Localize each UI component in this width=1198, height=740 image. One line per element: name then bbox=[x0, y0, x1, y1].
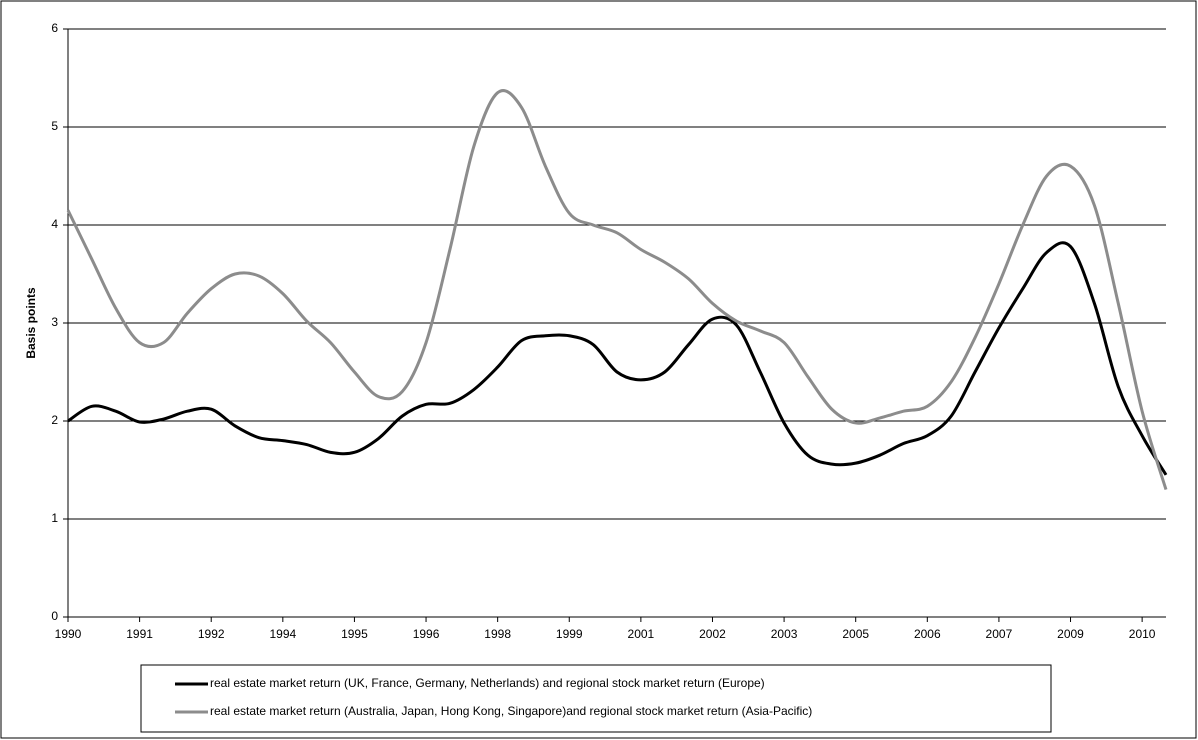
x-tick-label: 1999 bbox=[556, 627, 583, 641]
x-tick-label: 2003 bbox=[771, 627, 798, 641]
x-tick-label: 1995 bbox=[341, 627, 368, 641]
series-line bbox=[67, 241, 1168, 476]
y-tick-label: 6 bbox=[51, 21, 58, 35]
y-tick-label: 3 bbox=[51, 315, 58, 329]
y-tick-label: 5 bbox=[51, 119, 58, 133]
x-tick-label: 2001 bbox=[628, 627, 655, 641]
y-tick-label: 2 bbox=[51, 413, 58, 427]
x-tick-label: 1996 bbox=[413, 627, 440, 641]
x-tick-label: 1990 bbox=[55, 627, 82, 641]
x-tick-label: 2007 bbox=[986, 627, 1013, 641]
x-tick-label: 1992 bbox=[198, 627, 225, 641]
y-tick-label: 1 bbox=[51, 511, 58, 525]
x-tick-label: 1994 bbox=[269, 627, 296, 641]
x-tick-label: 2005 bbox=[842, 627, 869, 641]
legend-label: real estate market return (UK, France, G… bbox=[210, 676, 765, 690]
y-axis-label: Basis points bbox=[24, 287, 38, 359]
x-tick-label: 2009 bbox=[1057, 627, 1084, 641]
x-tick-label: 1998 bbox=[484, 627, 511, 641]
x-tick-label: 2006 bbox=[914, 627, 941, 641]
legend-label: real estate market return (Australia, Ja… bbox=[210, 704, 812, 718]
series-line bbox=[66, 89, 1168, 491]
x-tick-label: 1991 bbox=[126, 627, 153, 641]
x-tick-label: 2002 bbox=[699, 627, 726, 641]
y-tick-label: 0 bbox=[51, 609, 58, 623]
x-tick-label: 2010 bbox=[1129, 627, 1156, 641]
legend-box bbox=[140, 664, 1052, 733]
y-tick-label: 4 bbox=[51, 217, 58, 231]
